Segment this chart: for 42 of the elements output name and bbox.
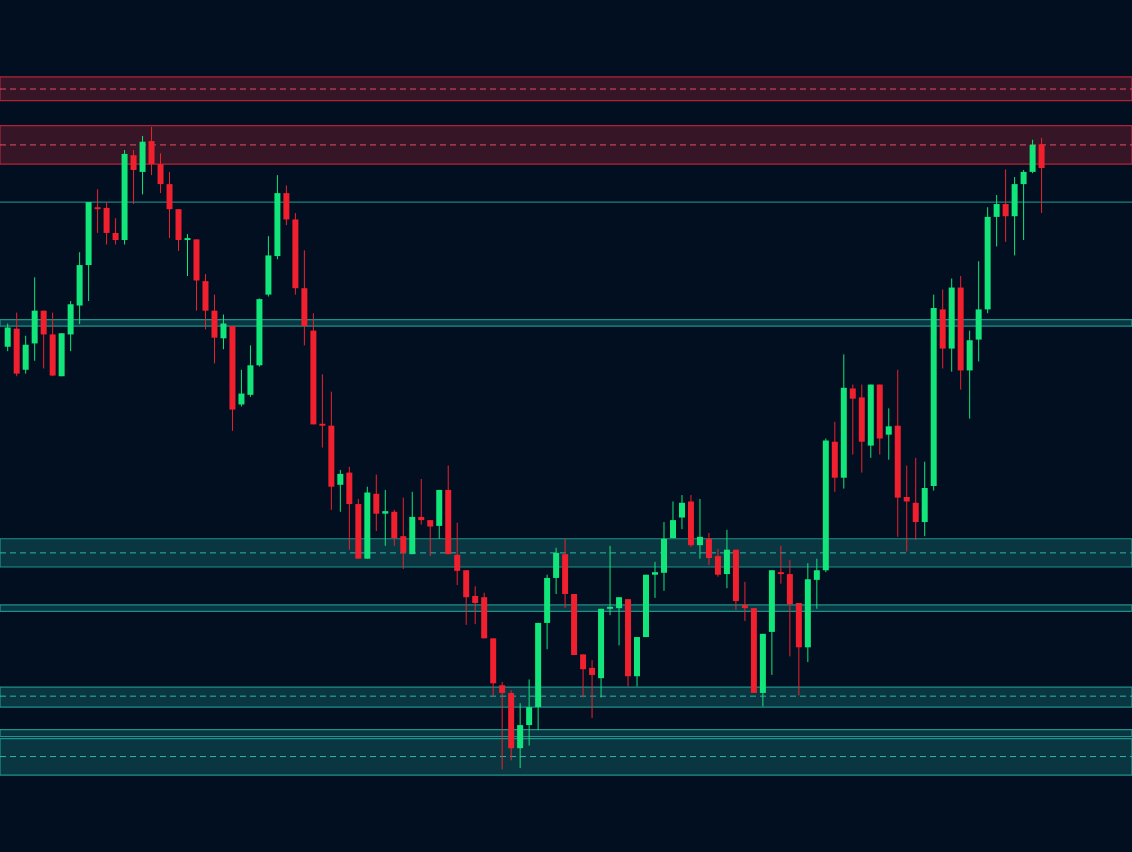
candlestick <box>993 194 1000 247</box>
candlestick <box>4 323 11 352</box>
candlestick <box>454 522 461 586</box>
candlestick <box>148 126 155 176</box>
candlestick <box>580 653 587 698</box>
candlestick <box>112 217 119 245</box>
candlestick <box>238 369 245 407</box>
candlestick <box>849 384 856 456</box>
candlestick <box>1038 137 1045 214</box>
candlestick <box>373 474 380 532</box>
candlestick <box>1002 168 1009 243</box>
candlestick <box>912 457 919 541</box>
candlestick <box>705 532 712 566</box>
candlestick <box>157 152 164 194</box>
candlestick <box>885 407 892 461</box>
candlestick <box>669 500 676 539</box>
candlestick <box>319 373 326 449</box>
candlestick <box>184 233 191 277</box>
candlestick <box>678 494 685 530</box>
candlestick <box>616 596 623 646</box>
candlestick <box>696 498 703 560</box>
candlestick <box>40 310 47 369</box>
candlestick <box>220 314 227 350</box>
candlestick <box>589 659 596 719</box>
candlestick <box>526 678 533 747</box>
candlestick <box>337 469 344 513</box>
candlestick <box>607 545 614 616</box>
candlestick <box>418 478 425 526</box>
candlestick <box>472 585 479 625</box>
candlestick <box>1020 169 1027 241</box>
candlestick <box>427 519 434 557</box>
candlestick <box>741 581 748 622</box>
candlestick <box>813 558 820 610</box>
candlestick <box>714 548 721 578</box>
candlestick <box>130 149 137 205</box>
candlestick <box>94 188 101 234</box>
candlestick <box>652 561 658 599</box>
candlestick <box>400 497 407 570</box>
candlestick <box>777 545 784 585</box>
candlestick <box>382 489 389 547</box>
candlestick <box>499 681 506 770</box>
candlestick <box>517 702 524 769</box>
